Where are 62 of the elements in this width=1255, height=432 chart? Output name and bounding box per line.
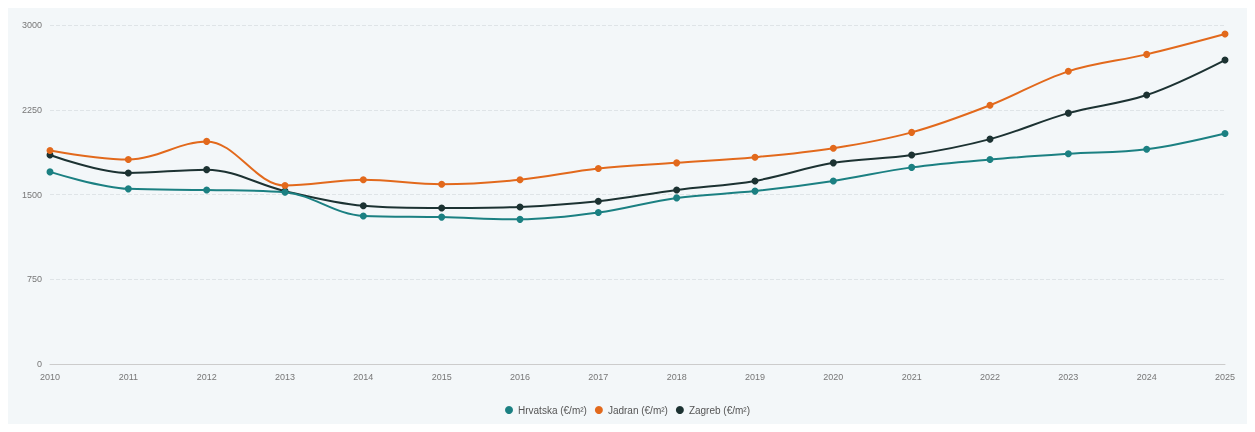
point (281, 181, 289, 189)
point (203, 166, 211, 174)
point (1143, 145, 1151, 153)
point (438, 204, 446, 212)
point (359, 176, 367, 184)
point (673, 194, 681, 202)
point (594, 197, 602, 205)
point (673, 159, 681, 167)
legend-label: Jadran (€/m²) (607, 404, 668, 416)
x-tick-label: 2020 (823, 371, 844, 382)
point (124, 169, 132, 177)
x-tick-label: 2017 (588, 371, 609, 382)
x-tick-label: 2023 (1058, 371, 1079, 382)
point (124, 155, 132, 163)
point (829, 159, 837, 167)
y-tick-label: 2250 (21, 104, 42, 115)
x-tick-label: 2012 (196, 371, 217, 382)
y-tick-label: 3000 (21, 20, 42, 30)
x-tick-label: 2019 (744, 371, 766, 382)
legend-label: Zagreb (€/m²) (688, 404, 751, 416)
point (908, 128, 916, 136)
x-tick-label: 2024 (1136, 371, 1157, 382)
point (908, 163, 916, 171)
point (1064, 150, 1072, 158)
legend-label: Hrvatska (€/m²) (517, 404, 587, 416)
point (594, 209, 602, 217)
point (516, 215, 524, 223)
x-tick-label: 2022 (979, 371, 1001, 382)
x-tick-label: 2011 (118, 371, 139, 382)
x-tick-label: 2010 (39, 371, 61, 382)
point (203, 137, 211, 145)
x-tick-label: 2016 (509, 371, 531, 382)
point (908, 151, 916, 159)
x-tick-label: 2018 (666, 371, 687, 382)
point (1221, 129, 1229, 137)
point (986, 155, 994, 163)
point (1064, 67, 1072, 75)
y-tick-label: 1500 (21, 189, 42, 200)
y-tick-label: 0 (36, 359, 42, 369)
point (124, 185, 132, 193)
point (673, 186, 681, 194)
point (1064, 109, 1072, 117)
x-tick-label: 2021 (901, 371, 922, 382)
point (1143, 91, 1151, 99)
point (203, 186, 211, 194)
point (359, 212, 367, 220)
point (46, 146, 54, 154)
point (438, 180, 446, 188)
point (516, 176, 524, 184)
point (829, 144, 837, 152)
point (438, 213, 446, 221)
x-tick-label: 2014 (353, 371, 374, 382)
y-tick-label: 750 (26, 274, 42, 285)
point (829, 177, 837, 185)
x-tick-label: 2025 (1214, 371, 1236, 382)
x-tick-label: 2015 (431, 371, 452, 382)
x-tick-label: 2013 (274, 371, 296, 382)
point (359, 202, 367, 210)
point (751, 153, 759, 161)
point (986, 101, 994, 109)
point (1143, 50, 1151, 58)
point (594, 165, 602, 173)
